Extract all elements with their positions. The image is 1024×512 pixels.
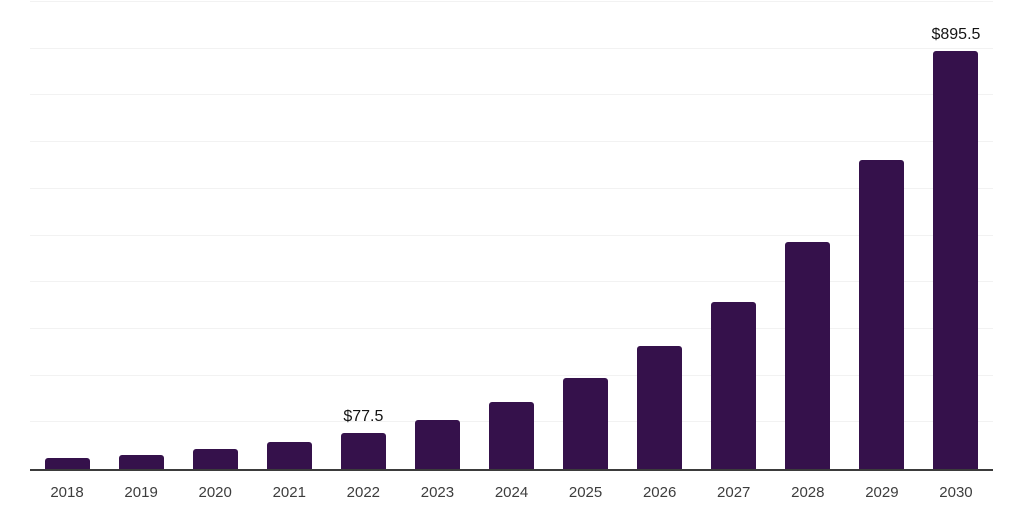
gridline [30,47,993,49]
gridline [30,281,993,283]
x-tick-label-2023: 2023 [420,484,455,501]
gridline [30,1,993,2]
gridline [30,234,993,236]
bar-2020 [192,449,238,469]
gridline [30,141,993,143]
bar-2018 [44,458,90,469]
bar-2024 [489,402,534,469]
bar-2028 [785,241,831,469]
x-tick-label-2029: 2029 [865,484,899,501]
x-tick-label-2018: 2018 [50,484,84,501]
x-tick-label-2027: 2027 [717,484,751,501]
x-tick-label-2019: 2019 [124,484,158,501]
gridline [30,187,993,189]
x-tick-label-2028: 2028 [791,484,825,501]
x-tick-label-2030: 2030 [939,484,973,501]
x-tick-label-2020: 2020 [198,484,232,501]
x-tick-label-2021: 2021 [272,484,306,501]
gridline [30,94,993,96]
value-label-2022: $77.5 [343,407,384,425]
bar-2030 [933,50,979,469]
x-tick-label-2022: 2022 [346,484,381,501]
x-tick-label-2025: 2025 [568,484,603,501]
bar-2027 [711,301,757,469]
bar-2026 [637,345,683,469]
bar-2025 [563,378,609,469]
value-label-2030: $895.5 [931,25,981,43]
bar-2029 [859,160,905,469]
bar-2022 [340,432,386,469]
bar-2023 [414,419,460,469]
x-tick-label-2026: 2026 [642,484,677,501]
bar-2021 [266,442,312,469]
gridline [30,374,993,376]
plot-area: $77.5 $895.5 [30,1,993,471]
x-axis: 2018 2019 2020 2021 2022 2023 2024 2025 2026 2027… [30,485,993,505]
x-tick-label-2024: 2024 [494,484,529,501]
bar-2019 [118,454,164,469]
gridline [30,327,993,329]
